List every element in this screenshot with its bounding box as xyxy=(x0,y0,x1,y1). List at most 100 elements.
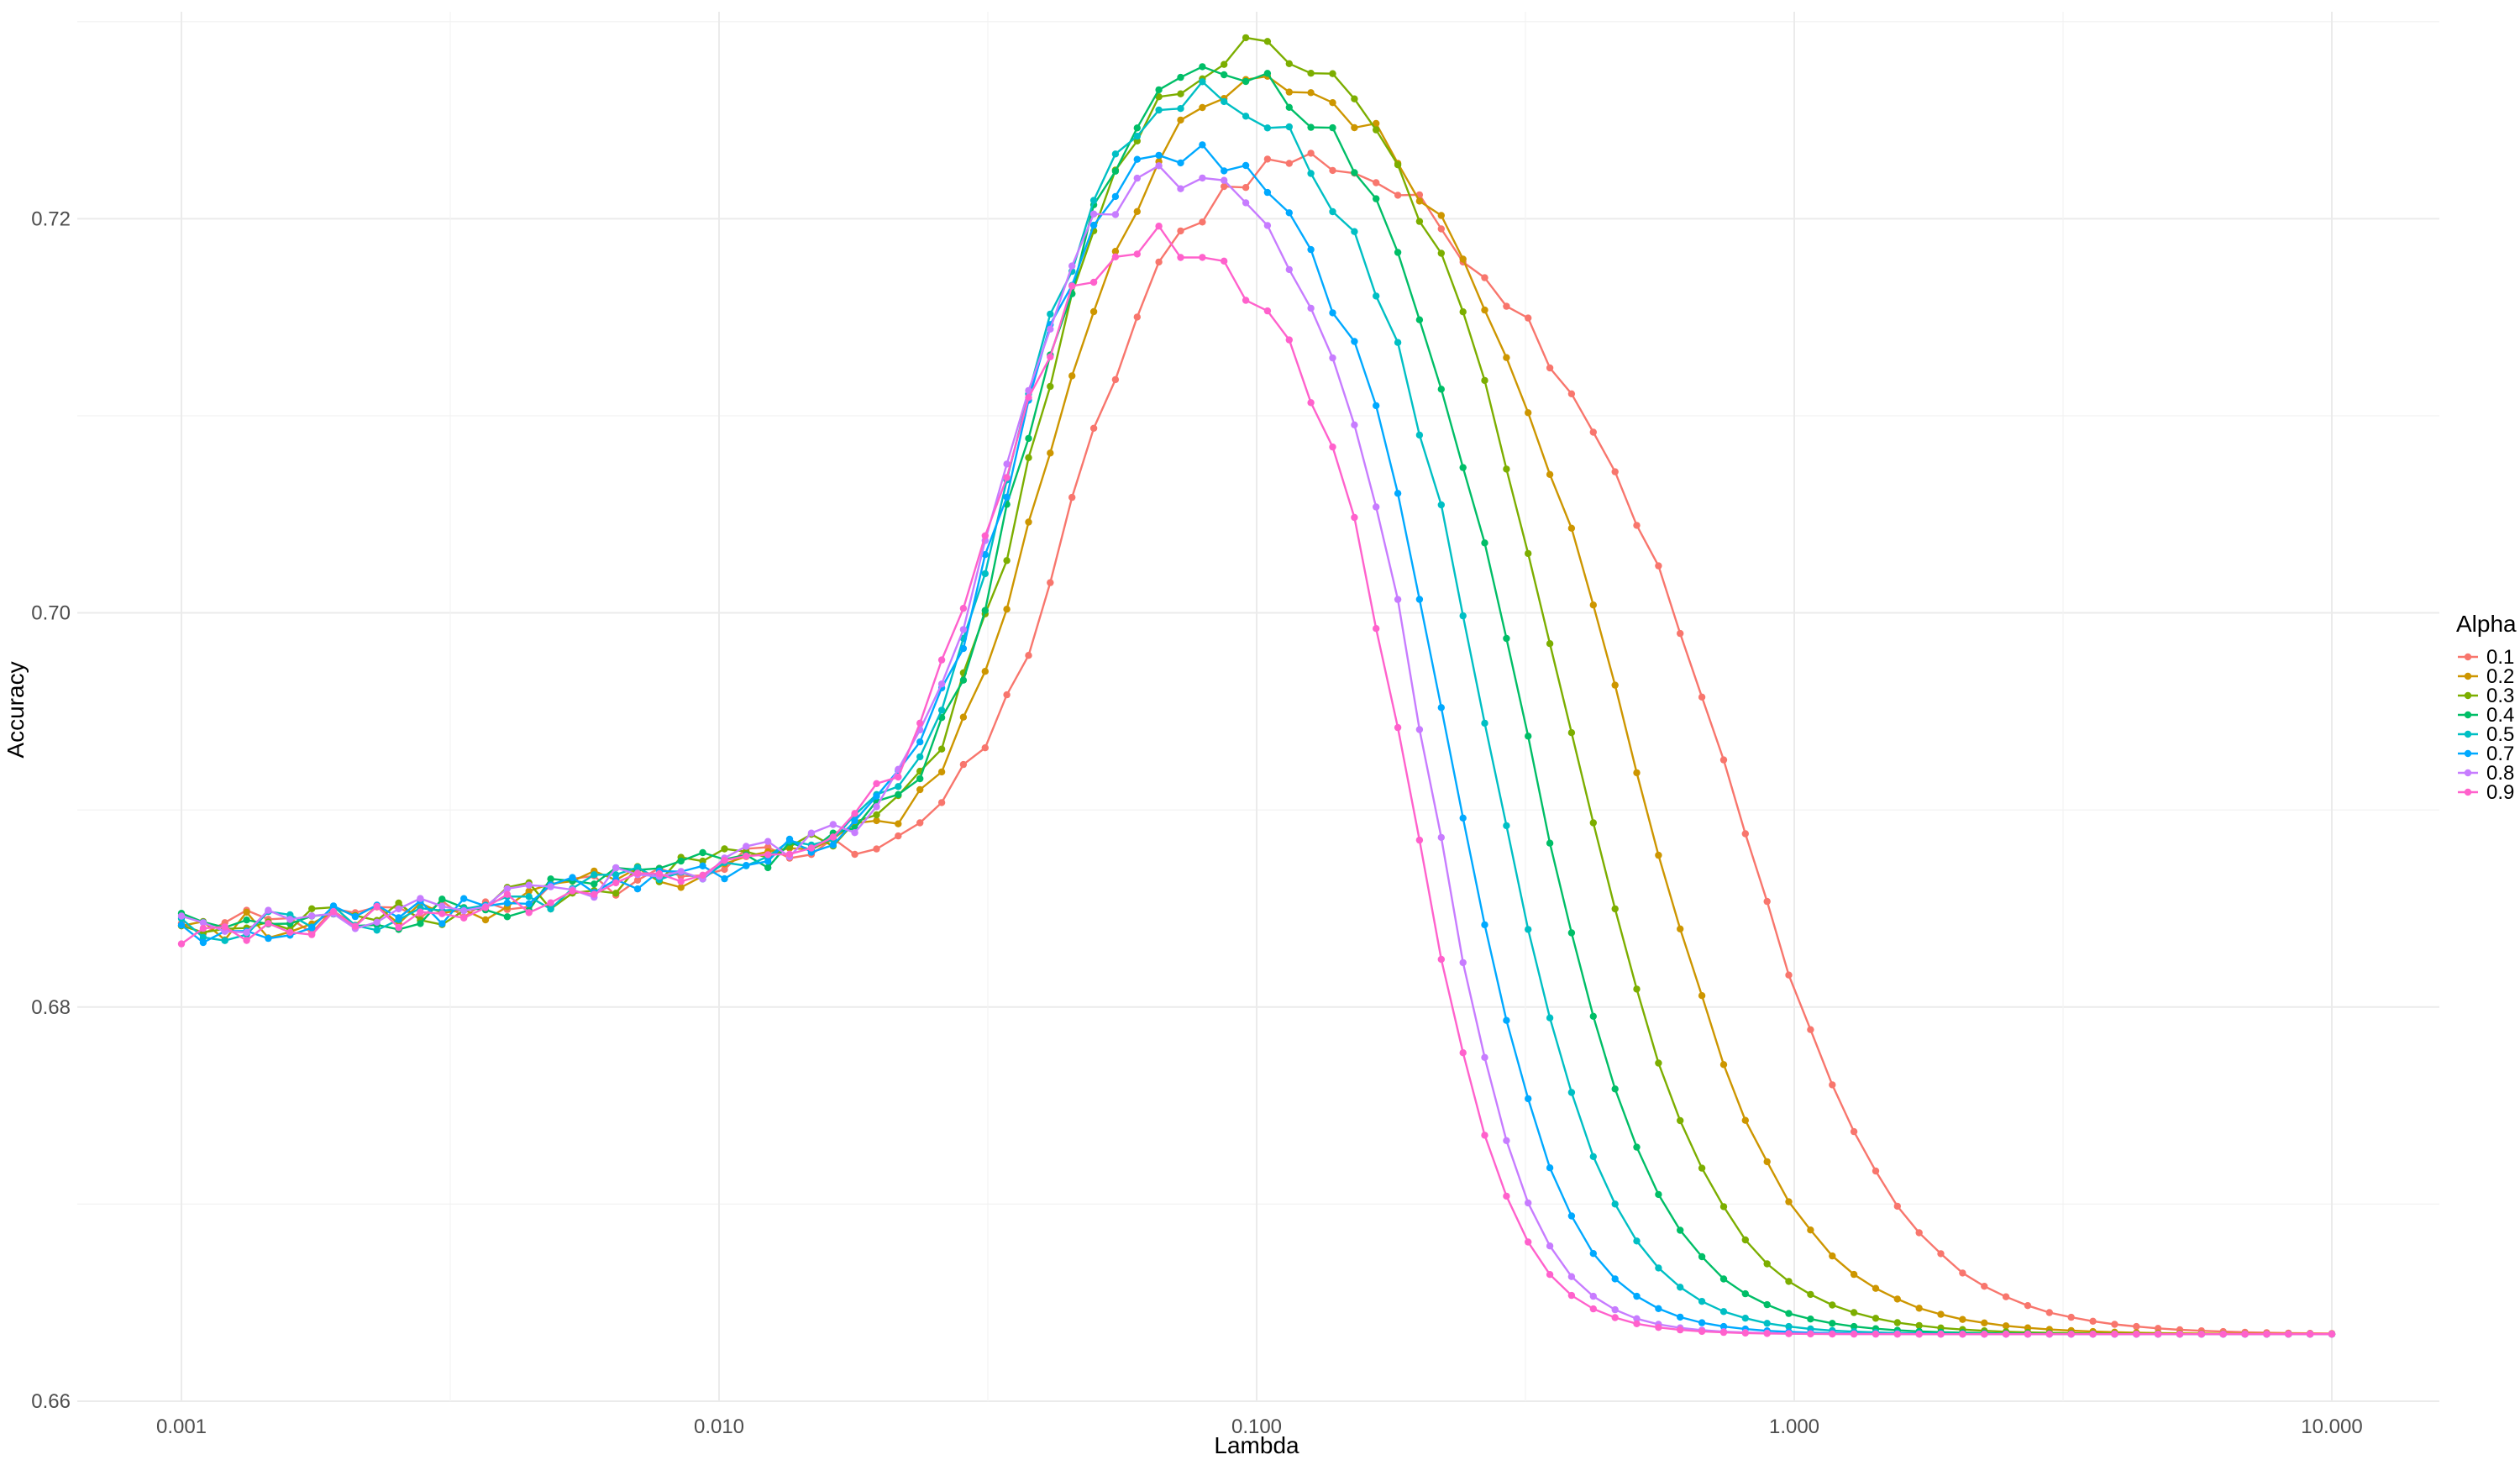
data-point xyxy=(829,841,837,849)
data-point xyxy=(764,857,772,865)
data-point xyxy=(1481,376,1488,385)
data-point xyxy=(1829,1320,1836,1327)
data-point xyxy=(1611,468,1619,475)
data-point xyxy=(1329,166,1336,175)
data-point xyxy=(1655,851,1662,859)
data-point xyxy=(1850,1127,1858,1136)
data-point xyxy=(1047,310,1054,318)
data-point xyxy=(1025,518,1032,526)
data-point xyxy=(1199,78,1206,86)
data-point xyxy=(1437,833,1446,842)
data-point xyxy=(1263,307,1272,315)
data-point xyxy=(1503,1137,1510,1145)
data-point xyxy=(2111,1331,2118,1338)
data-point xyxy=(1981,1331,1988,1338)
data-point xyxy=(1177,73,1184,81)
y-axis-title: Accuracy xyxy=(3,661,29,758)
data-point xyxy=(438,902,446,911)
data-point xyxy=(525,893,533,901)
tick-labels: 0.001 0.010 0.100 1.000 10.000 0.66 0.68 0.70 0.… xyxy=(31,207,2362,1438)
data-point xyxy=(1937,1331,1945,1338)
data-point xyxy=(199,924,207,932)
data-point xyxy=(1611,1305,1619,1314)
data-point xyxy=(1829,1330,1836,1338)
data-point xyxy=(916,785,924,794)
data-point xyxy=(265,906,272,914)
data-point xyxy=(547,875,554,883)
legend-label: 0.1 xyxy=(2486,646,2514,669)
data-point xyxy=(503,885,512,893)
data-point xyxy=(177,922,186,929)
data-point xyxy=(1221,167,1228,175)
data-point xyxy=(1872,1167,1880,1175)
data-point xyxy=(1481,539,1488,547)
data-point xyxy=(547,905,554,913)
data-point xyxy=(1242,199,1250,207)
data-point xyxy=(1850,1309,1858,1316)
data-point xyxy=(1111,211,1120,218)
data-point xyxy=(1677,1326,1684,1334)
data-point xyxy=(764,838,772,845)
data-point xyxy=(1394,161,1402,169)
data-point xyxy=(351,922,360,930)
data-point xyxy=(1459,814,1467,822)
data-point xyxy=(851,829,858,837)
data-point xyxy=(1437,501,1446,509)
data-point xyxy=(1133,124,1142,132)
data-point xyxy=(612,871,620,879)
data-point xyxy=(1785,1310,1793,1317)
data-point xyxy=(1546,1164,1554,1172)
data-point xyxy=(329,902,338,910)
data-point xyxy=(1373,625,1380,633)
data-point xyxy=(1025,454,1032,461)
data-point xyxy=(633,885,642,893)
data-point xyxy=(1351,169,1358,176)
data-point xyxy=(1525,1238,1532,1246)
data-point xyxy=(1221,182,1228,191)
data-point xyxy=(417,908,424,916)
data-point xyxy=(959,605,968,612)
data-point xyxy=(1959,1316,1966,1323)
data-point xyxy=(1503,354,1510,361)
data-point xyxy=(1937,1250,1945,1258)
legend-item: 0.7 xyxy=(2458,743,2514,765)
data-point xyxy=(1525,926,1532,933)
data-point xyxy=(1415,218,1424,225)
data-point xyxy=(395,899,402,907)
data-point xyxy=(1177,227,1184,235)
data-point xyxy=(1655,1059,1662,1067)
data-point xyxy=(417,920,424,927)
data-point xyxy=(1525,1199,1532,1207)
data-point xyxy=(2024,1331,2032,1338)
data-point xyxy=(633,876,642,885)
data-point xyxy=(1655,1305,1662,1313)
data-point xyxy=(1546,1242,1554,1250)
x-tick-label: 0.001 xyxy=(156,1415,207,1438)
data-point xyxy=(1850,1330,1858,1338)
data-point xyxy=(873,780,880,787)
data-point xyxy=(1872,1284,1880,1292)
data-point xyxy=(1481,274,1488,281)
data-point xyxy=(1394,596,1402,603)
data-point xyxy=(1567,1212,1576,1220)
data-point xyxy=(199,933,207,942)
data-point xyxy=(829,821,837,828)
data-point xyxy=(1285,160,1294,167)
data-point xyxy=(807,829,816,837)
data-point xyxy=(1263,222,1272,229)
data-point xyxy=(1807,1290,1814,1299)
data-point xyxy=(1655,1324,1662,1331)
legend: Alpha 0.10.20.30.40.50.70.80.9 xyxy=(2456,611,2517,804)
data-point xyxy=(851,810,858,817)
data-point xyxy=(1872,1330,1880,1338)
data-point xyxy=(1719,1308,1728,1316)
data-point xyxy=(1177,185,1184,192)
data-point xyxy=(1981,1319,1988,1327)
data-point xyxy=(1719,1328,1728,1337)
data-point xyxy=(1089,197,1098,204)
data-point xyxy=(1263,124,1272,132)
data-point xyxy=(1719,1275,1728,1283)
data-point xyxy=(743,843,750,850)
data-point xyxy=(373,918,381,927)
series-0.9 xyxy=(177,223,2336,1338)
